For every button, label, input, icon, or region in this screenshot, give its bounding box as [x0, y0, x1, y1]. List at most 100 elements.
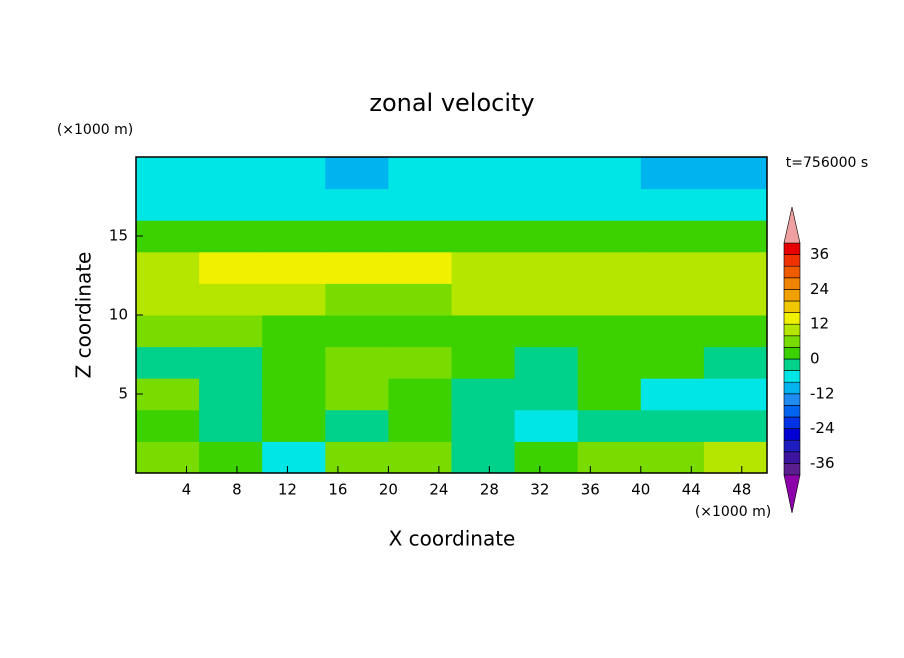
field-cell — [640, 220, 705, 253]
colorbar-box — [783, 358, 801, 371]
field-cell — [136, 346, 200, 379]
field-cell — [640, 188, 705, 221]
field-cell — [451, 441, 516, 474]
field — [136, 157, 768, 474]
x-tick-label: 16 — [328, 481, 347, 499]
chart-title: zonal velocity — [369, 89, 534, 117]
field-cell — [325, 251, 389, 284]
field-cell — [388, 315, 452, 348]
field-cell — [577, 220, 642, 253]
field-cell — [199, 315, 263, 348]
x-tick-label: 32 — [530, 481, 549, 499]
field-cell — [514, 441, 579, 474]
field-cell — [199, 220, 263, 253]
field-cell — [514, 220, 579, 253]
field-cell — [199, 188, 263, 221]
field-cell — [325, 441, 389, 474]
field-cell — [325, 188, 389, 221]
colorbar-label: 24 — [810, 280, 829, 298]
field-cell — [577, 378, 642, 411]
colorbar-over — [783, 206, 801, 244]
field-cell — [136, 283, 200, 316]
field-cell — [514, 283, 579, 316]
field-cell — [703, 441, 768, 474]
field-cell — [640, 346, 705, 379]
field-cell — [262, 188, 326, 221]
time-label: t=756000 s — [786, 155, 868, 171]
field-cell — [136, 188, 200, 221]
colorbar-box — [783, 463, 801, 476]
colorbar-label: 36 — [810, 245, 829, 263]
field-cell — [451, 251, 516, 284]
field-cell — [577, 157, 642, 190]
field-cell — [136, 378, 200, 411]
x-tick-label: 24 — [429, 481, 448, 499]
field-cell — [451, 283, 516, 316]
field-cell — [577, 251, 642, 284]
y-tick-label: 5 — [118, 385, 128, 403]
field-cell — [136, 157, 200, 190]
field-cell — [136, 220, 200, 253]
field-cell — [640, 315, 705, 348]
field-cell — [514, 378, 579, 411]
field-cell — [262, 220, 326, 253]
x-unit: (×1000 m) — [695, 504, 771, 520]
x-tick-label: 12 — [278, 481, 297, 499]
y-tick-label: 10 — [109, 306, 128, 324]
field-cell — [388, 157, 452, 190]
y-tick-label: 15 — [109, 227, 128, 245]
field-cell — [388, 409, 452, 442]
field-cell — [640, 283, 705, 316]
field-cell — [388, 378, 452, 411]
x-tick-label: 8 — [232, 481, 242, 499]
field-cell — [325, 283, 389, 316]
colorbar-label: 0 — [810, 350, 820, 368]
field-cell — [703, 251, 768, 284]
field-cell — [577, 315, 642, 348]
field-cell — [451, 315, 516, 348]
field-cell — [199, 251, 263, 284]
field-cell — [451, 220, 516, 253]
colorbar-box — [783, 381, 801, 395]
field-cell — [199, 409, 263, 442]
colorbar-box — [783, 428, 801, 441]
field-cell — [262, 346, 326, 379]
field-cell — [325, 409, 389, 442]
field-cell — [325, 378, 389, 411]
colorbar-box — [783, 323, 801, 337]
field-cell — [703, 315, 768, 348]
field-cell — [577, 283, 642, 316]
colorbar-box — [783, 335, 801, 348]
colorbar-box — [783, 370, 801, 383]
field-cell — [388, 220, 452, 253]
field-cell — [514, 157, 579, 190]
field-cell — [262, 315, 326, 348]
field-cell — [640, 157, 705, 190]
field-cell — [262, 157, 326, 190]
colorbar-label: -36 — [810, 454, 835, 472]
colorbar-under — [783, 474, 801, 514]
field-cell — [703, 346, 768, 379]
field-cell — [136, 315, 200, 348]
y-unit: (×1000 m) — [57, 122, 133, 138]
field-cell — [451, 378, 516, 411]
colorbar-box — [783, 393, 801, 406]
field-cell — [640, 409, 705, 442]
x-tick-label: 40 — [631, 481, 650, 499]
field-cell — [577, 441, 642, 474]
field-cell — [388, 441, 452, 474]
field-cell — [262, 441, 326, 474]
colorbar-box — [783, 416, 801, 429]
field-cell — [703, 220, 768, 253]
x-tick-label: 48 — [732, 481, 751, 499]
field-cell — [451, 346, 516, 379]
axes: 4 8 12 16 20 24 28 32 36 40 44 4851015-36-24-120122… — [109, 156, 835, 514]
field-cell — [199, 346, 263, 379]
field-cell — [325, 346, 389, 379]
field-cell — [199, 441, 263, 474]
colorbar-box — [783, 289, 801, 302]
field-cell — [577, 346, 642, 379]
field-cell — [325, 157, 389, 190]
field-cell — [388, 188, 452, 221]
